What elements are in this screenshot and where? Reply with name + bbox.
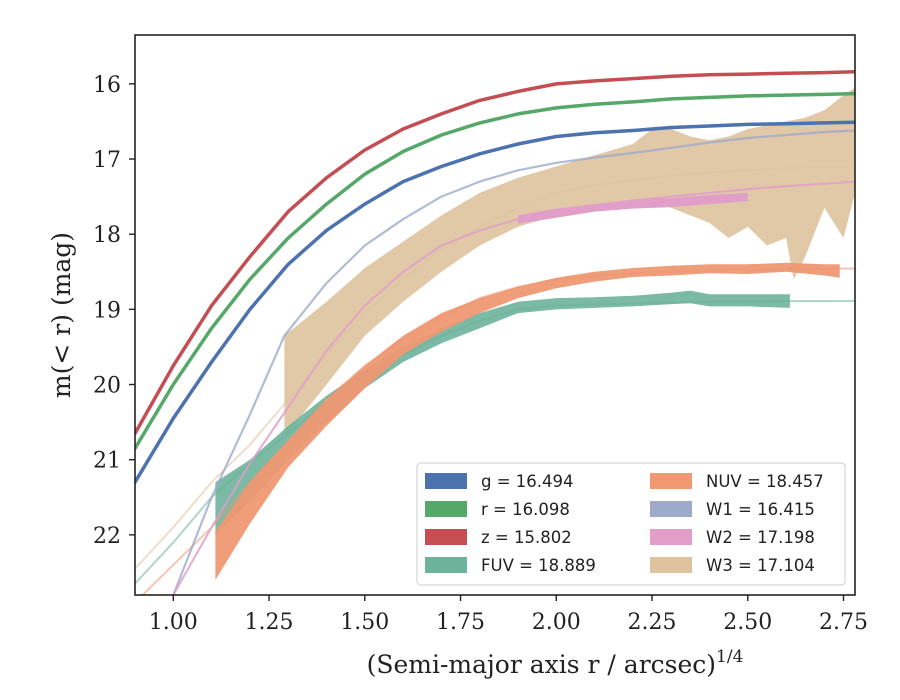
line-z: [135, 70, 855, 436]
x-tick-label: 2.25: [628, 610, 677, 635]
legend-swatch: [425, 557, 467, 573]
y-tick-label: 22: [93, 524, 121, 549]
x-tick-label: 2.50: [723, 610, 772, 635]
line-w1: [172, 129, 855, 595]
x-tick-label: 1.00: [149, 610, 198, 635]
axis-ticks: 1.00 1.25 1.50 1.75 2.00 2.25 2.50 2.75 16 17 18 19…: [93, 73, 868, 635]
legend-label: FUV = 18.889: [481, 556, 596, 575]
plot-frame: [134, 34, 856, 596]
band-w3: [284, 87, 855, 438]
legend-label: W1 = 16.415: [706, 500, 815, 519]
legend-swatch: [650, 473, 692, 489]
band-w2: [518, 192, 748, 224]
line-r: [135, 91, 855, 451]
legend-label: W2 = 17.198: [706, 528, 815, 547]
y-axis-title: m(< r) (mag): [47, 232, 76, 398]
series-layer: [135, 70, 855, 595]
legend: g = 16.494 r = 16.098 z = 15.802 FUV = 18.8…: [416, 462, 846, 586]
x-tick-label: 1.75: [436, 610, 485, 635]
legend-swatch: [650, 557, 692, 573]
line-w3: [135, 165, 855, 570]
line-fuv: [135, 300, 855, 585]
y-tick-label: 16: [93, 73, 121, 98]
y-tick-label: 20: [93, 374, 121, 399]
legend-swatch: [425, 473, 467, 489]
legend-label: r = 16.098: [481, 500, 570, 519]
line-g: [135, 120, 855, 484]
x-axis-title: (Semi-major axis r / arcsec)1/4: [367, 647, 744, 679]
legend-label: W3 = 17.104: [706, 556, 815, 575]
line-w2: [172, 180, 855, 595]
legend-swatch: [650, 501, 692, 517]
legend-swatch: [650, 529, 692, 545]
y-tick-label: 21: [93, 449, 121, 474]
legend-label: z = 15.802: [481, 528, 572, 547]
legend-box: [416, 462, 846, 586]
y-tick-label: 17: [93, 148, 121, 173]
legend-swatch: [425, 529, 467, 545]
x-tick-label: 1.25: [245, 610, 294, 635]
legend-swatch: [425, 501, 467, 517]
line-nuv: [141, 267, 855, 595]
legend-label: g = 16.494: [481, 472, 574, 491]
y-tick-label: 18: [93, 223, 121, 248]
x-tick-label: 2.00: [532, 610, 581, 635]
x-tick-label: 1.50: [340, 610, 389, 635]
legend-label: NUV = 18.457: [706, 472, 824, 491]
y-tick-label: 19: [93, 298, 121, 323]
x-tick-label: 2.75: [819, 610, 868, 635]
